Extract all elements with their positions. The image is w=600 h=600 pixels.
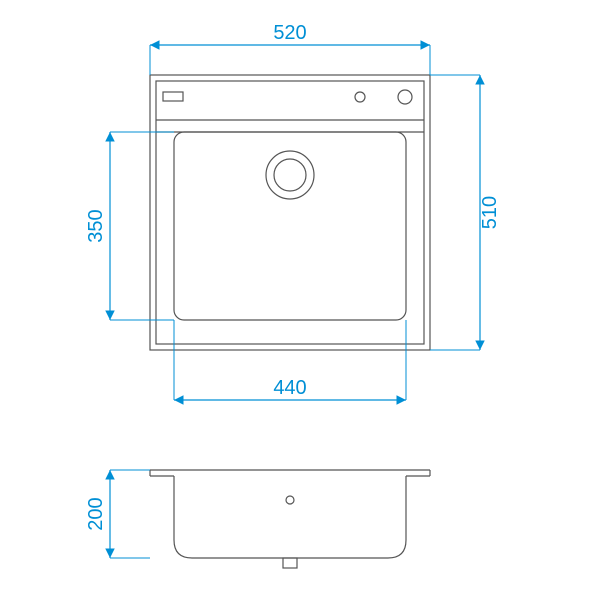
height_overall-label: 510 xyxy=(479,196,501,229)
bowl_depth-label: 350 xyxy=(85,209,107,242)
section_height-label: 200 xyxy=(85,497,107,530)
section-bowl xyxy=(174,476,406,558)
bowl-outline xyxy=(174,132,406,320)
width_overall-label: 520 xyxy=(273,22,306,44)
drain-nub xyxy=(283,558,297,568)
drain-inner xyxy=(274,159,306,191)
bowl_width-label: 440 xyxy=(273,377,306,399)
drain-outer xyxy=(266,151,314,199)
sink-outer-edge xyxy=(150,75,430,350)
overflow-hole xyxy=(286,496,294,504)
brand-badge xyxy=(163,92,183,101)
tap-hole-2 xyxy=(398,90,412,104)
tap-hole-1 xyxy=(355,92,365,102)
